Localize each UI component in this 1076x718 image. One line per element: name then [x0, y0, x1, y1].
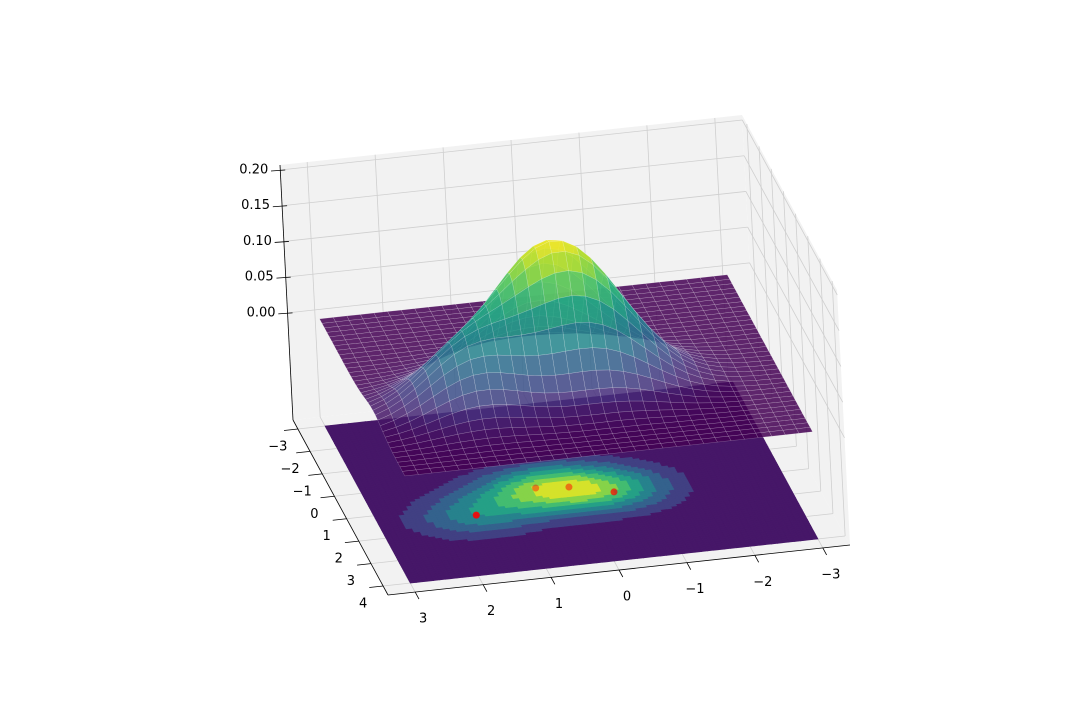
- grid-line: [743, 155, 840, 331]
- grid-line: [285, 226, 748, 278]
- grid-line: [280, 119, 743, 171]
- grid-line: [745, 191, 842, 367]
- grid-line: [749, 262, 845, 439]
- grid-line: [741, 119, 838, 296]
- grid-line: [807, 236, 822, 492]
- axis-pane: [742, 115, 850, 545]
- grid-line: [283, 191, 746, 242]
- grid-line: [831, 281, 846, 537]
- grid-line: [282, 155, 745, 207]
- grid-line: [306, 162, 321, 418]
- grid-line: [747, 226, 844, 403]
- grid-line: [819, 258, 834, 514]
